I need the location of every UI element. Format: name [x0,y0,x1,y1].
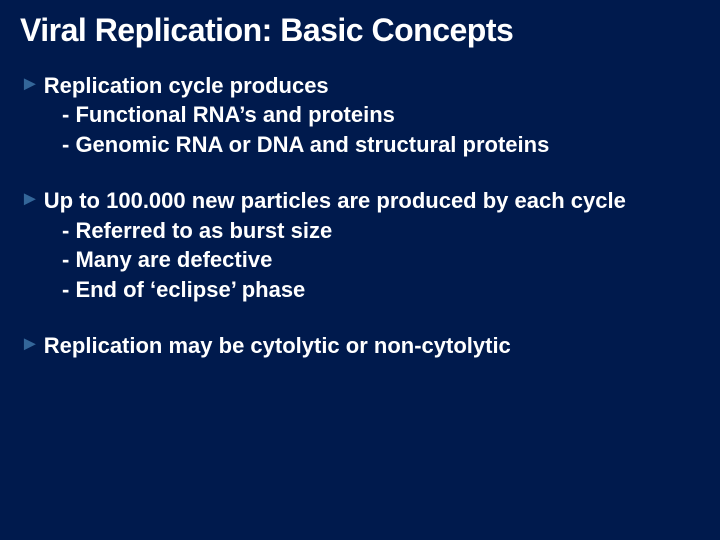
sub-bullet-text: - Functional RNA’s and proteins [20,100,700,130]
bullet-lead-text: Replication cycle produces [44,71,329,101]
sub-bullet-text: - Referred to as burst size [20,216,700,246]
sub-bullet-text: - End of ‘eclipse’ phase [20,275,700,305]
slide-title: Viral Replication: Basic Concepts [20,12,700,49]
sub-bullet-text: - Genomic RNA or DNA and structural prot… [20,130,700,160]
bullet-block-2: ► Up to 100.000 new particles are produc… [20,186,700,305]
bullet-block-3: ► Replication may be cytolytic or non-cy… [20,331,700,361]
bullet-line: ► Replication cycle produces [20,71,700,101]
sub-bullet-text: - Many are defective [20,245,700,275]
bullet-line: ► Replication may be cytolytic or non-cy… [20,331,700,361]
triangle-bullet-icon: ► [20,71,40,98]
bullet-lead-text: Up to 100.000 new particles are produced… [44,186,626,216]
triangle-bullet-icon: ► [20,186,40,213]
triangle-bullet-icon: ► [20,331,40,358]
bullet-line: ► Up to 100.000 new particles are produc… [20,186,700,216]
bullet-block-1: ► Replication cycle produces - Functiona… [20,71,700,160]
bullet-lead-text: Replication may be cytolytic or non-cyto… [44,331,511,361]
slide: Viral Replication: Basic Concepts ► Repl… [0,0,720,540]
